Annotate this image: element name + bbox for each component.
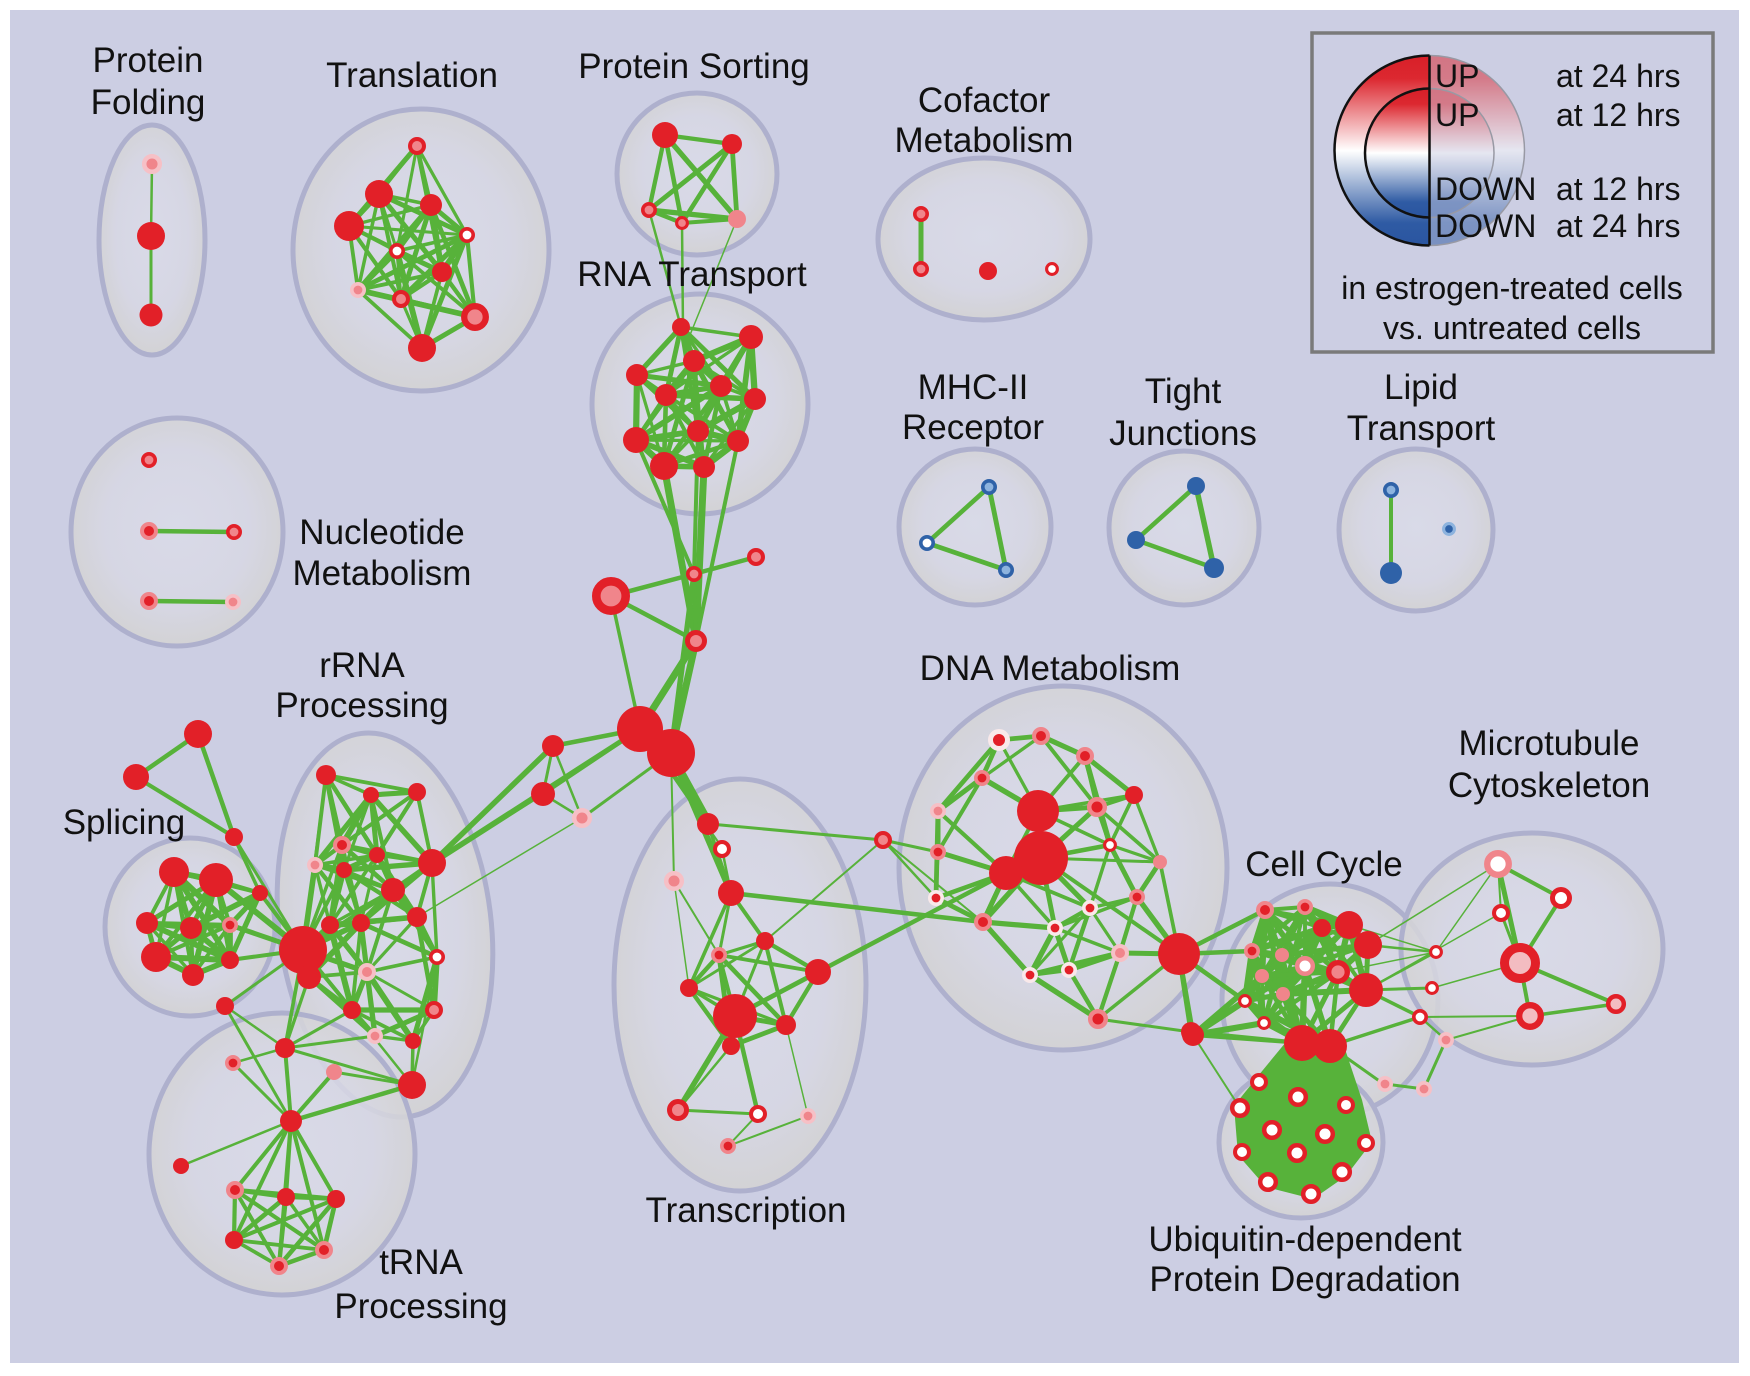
svg-text:UP: UP <box>1435 97 1479 133</box>
svg-text:Protein Sorting: Protein Sorting <box>578 47 810 86</box>
svg-text:RNA Transport: RNA Transport <box>577 255 807 294</box>
svg-text:DOWN: DOWN <box>1435 171 1536 207</box>
svg-text:Cytoskeleton: Cytoskeleton <box>1448 766 1650 805</box>
svg-text:Metabolism: Metabolism <box>895 121 1074 160</box>
svg-text:Cofactor: Cofactor <box>918 81 1051 120</box>
svg-text:Transcription: Transcription <box>646 1191 847 1230</box>
svg-text:at 24 hrs: at 24 hrs <box>1556 58 1681 94</box>
svg-text:Folding: Folding <box>91 83 206 122</box>
svg-text:Ubiquitin-dependent: Ubiquitin-dependent <box>1148 1220 1462 1259</box>
svg-text:Protein Degradation: Protein Degradation <box>1149 1260 1460 1299</box>
svg-text:rRNA: rRNA <box>319 646 405 685</box>
svg-text:in estrogen-treated cells: in estrogen-treated cells <box>1341 270 1683 306</box>
svg-text:at 12 hrs: at 12 hrs <box>1556 97 1681 133</box>
svg-text:MHC-II: MHC-II <box>918 368 1029 407</box>
svg-text:Cell Cycle: Cell Cycle <box>1245 845 1403 884</box>
svg-text:Microtubule: Microtubule <box>1459 724 1640 763</box>
svg-text:at 12 hrs: at 12 hrs <box>1556 171 1681 207</box>
svg-text:Processing: Processing <box>275 686 448 725</box>
svg-text:tRNA: tRNA <box>379 1243 463 1282</box>
svg-text:Lipid: Lipid <box>1384 368 1458 407</box>
svg-text:vs. untreated cells: vs. untreated cells <box>1383 310 1641 346</box>
svg-text:Translation: Translation <box>326 56 498 95</box>
svg-text:Metabolism: Metabolism <box>293 554 472 593</box>
svg-text:at 24 hrs: at 24 hrs <box>1556 208 1681 244</box>
svg-text:DNA Metabolism: DNA Metabolism <box>920 649 1181 688</box>
svg-text:Nucleotide: Nucleotide <box>299 513 464 552</box>
svg-text:Splicing: Splicing <box>63 803 186 842</box>
svg-text:Junctions: Junctions <box>1109 414 1257 453</box>
svg-text:Tight: Tight <box>1145 372 1222 411</box>
svg-text:Transport: Transport <box>1347 409 1496 448</box>
svg-text:Processing: Processing <box>334 1287 507 1326</box>
svg-text:UP: UP <box>1435 58 1479 94</box>
svg-text:DOWN: DOWN <box>1435 208 1536 244</box>
svg-text:Protein: Protein <box>93 41 204 80</box>
svg-text:Receptor: Receptor <box>902 408 1044 447</box>
